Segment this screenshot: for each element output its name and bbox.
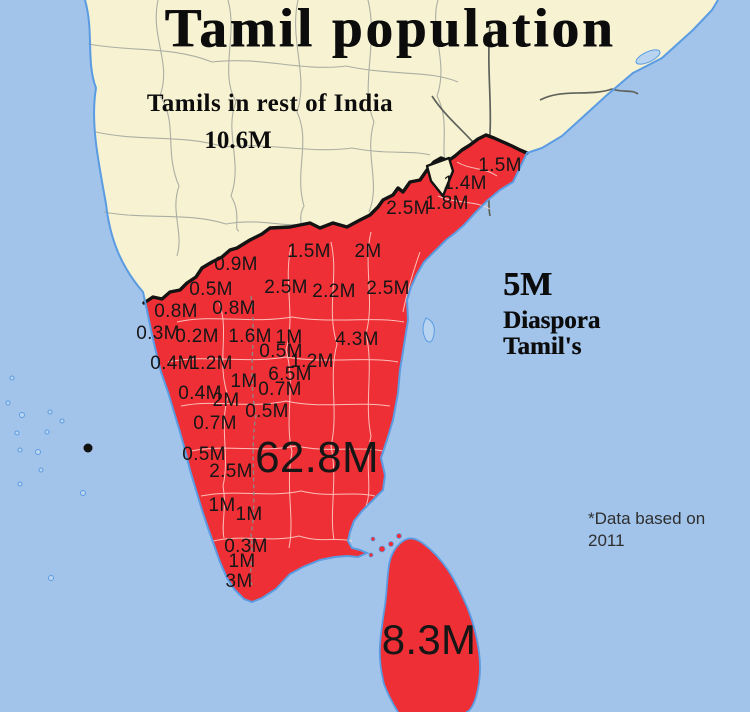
data-source-note: *Data based on 2011 bbox=[588, 508, 705, 552]
population-label: 1M bbox=[208, 495, 236, 516]
population-label: 0.5M bbox=[182, 444, 226, 465]
population-label: 1M bbox=[228, 551, 256, 572]
population-label: 2.5M bbox=[366, 278, 410, 299]
india-coastline bbox=[84, 0, 719, 604]
population-label: 1.8M bbox=[425, 193, 469, 214]
diaspora-block: 5M Diaspora Tamil's bbox=[503, 268, 600, 360]
diaspora-label-line1: Diaspora bbox=[503, 307, 601, 334]
population-label: 0.8M bbox=[212, 298, 256, 319]
lakshadweep-islands bbox=[5, 375, 86, 581]
sri-lanka-coastline bbox=[378, 537, 481, 712]
population-label: 0.9M bbox=[214, 254, 258, 275]
population-label: 2M bbox=[212, 390, 240, 411]
district-lines-rest-of-india bbox=[87, 0, 459, 257]
sri-lanka-population-label: 8.3M bbox=[381, 616, 477, 663]
population-label: 1.2M bbox=[189, 353, 233, 374]
data-source-note-line1: *Data based on bbox=[588, 509, 706, 528]
population-label: 0.5M bbox=[245, 401, 289, 422]
district-lines-tamil-region bbox=[167, 161, 498, 549]
population-label: 2.2M bbox=[312, 281, 356, 302]
population-label: 0.5M bbox=[259, 341, 303, 362]
population-label: 3M bbox=[225, 571, 253, 592]
population-label: 2.5M bbox=[209, 461, 253, 482]
map-title: Tamil population bbox=[164, 0, 616, 59]
population-label: 0.2M bbox=[175, 326, 219, 347]
coastal-lagoons bbox=[422, 49, 661, 343]
population-label: 1.4M bbox=[443, 173, 487, 194]
population-label: 0.8M bbox=[154, 301, 198, 322]
population-label: 0.3M bbox=[136, 323, 180, 344]
population-label: 2.5M bbox=[386, 198, 430, 219]
rest-of-india-label: Tamils in rest of India bbox=[146, 90, 394, 117]
population-label: 0.5M bbox=[189, 279, 233, 300]
population-label: 6.5M bbox=[268, 364, 312, 385]
tamil-region bbox=[143, 135, 527, 602]
cream-wedge-notch bbox=[425, 156, 455, 198]
ocean-point-marker bbox=[83, 443, 93, 453]
data-source-note-line2: 2011 bbox=[588, 531, 625, 550]
population-label: 1.6M bbox=[228, 326, 272, 347]
rest-of-india-value: 10.6M bbox=[204, 127, 272, 154]
population-label: 2M bbox=[354, 241, 382, 262]
population-label: 1M bbox=[230, 371, 258, 392]
palk-strait-islets bbox=[368, 533, 402, 558]
population-label: 1.5M bbox=[287, 241, 331, 262]
population-label: 2.5M bbox=[264, 277, 308, 298]
diaspora-label-line2: Tamil's bbox=[503, 333, 582, 360]
population-label: 0.7M bbox=[193, 413, 237, 434]
population-label: 0.4M bbox=[150, 353, 194, 374]
population-label: 1.5M bbox=[478, 155, 522, 176]
population-label: 1M bbox=[235, 504, 263, 525]
state-border-dashed bbox=[249, 295, 257, 586]
population-label: 1.2M bbox=[290, 351, 334, 372]
population-label: 4.3M bbox=[335, 329, 379, 350]
population-label: 1M bbox=[275, 327, 303, 348]
diaspora-value: 5M bbox=[503, 266, 553, 303]
tamil-region-border bbox=[142, 133, 529, 305]
tamil-nadu-population-label: 62.8M bbox=[255, 433, 379, 482]
population-label: 0.7M bbox=[258, 379, 302, 400]
population-label: 0.4M bbox=[178, 383, 222, 404]
population-label: 0.3M bbox=[224, 536, 268, 557]
